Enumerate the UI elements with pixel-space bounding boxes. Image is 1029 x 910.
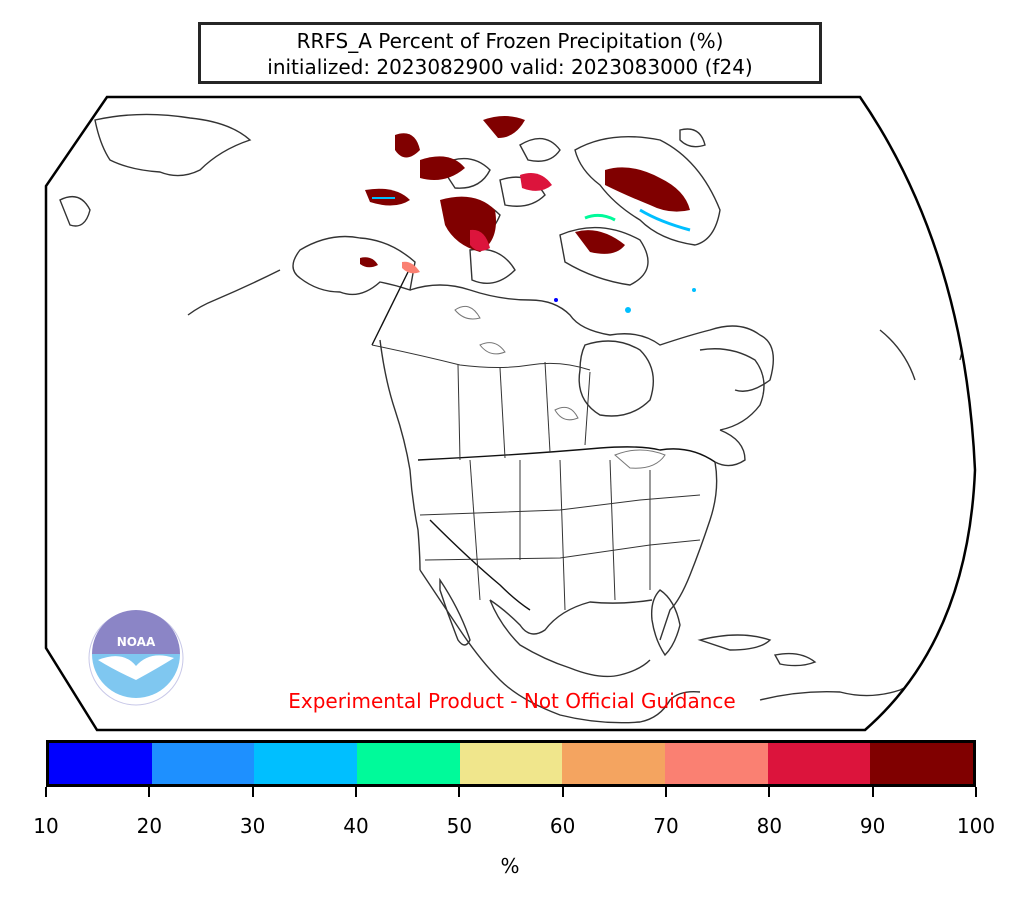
tick-label: 80 [756, 814, 783, 838]
tick-mark [458, 787, 461, 797]
colorbar-ticks: 10 20 30 40 50 60 70 80 90 100 [33, 787, 995, 838]
tick-mark [561, 787, 564, 797]
tick-label: 40 [343, 814, 369, 838]
noaa-logo: NOAA [78, 608, 194, 708]
tick-mark [45, 787, 47, 797]
tick-mark [768, 787, 771, 797]
tick-label: 90 [859, 814, 886, 838]
colorbar-segment [459, 743, 563, 784]
map-frame [44, 95, 977, 732]
tick-label: 50 [446, 814, 473, 838]
disclaimer-text: Experimental Product - Not Official Guid… [288, 689, 736, 713]
tick-label: 70 [653, 814, 679, 838]
colorbar-segment [357, 743, 460, 784]
colorbar-segment [254, 743, 358, 784]
svg-text:NOAA: NOAA [117, 635, 156, 649]
title-line-2: initialized: 2023082900 valid: 202308300… [267, 55, 753, 79]
tick-label: 20 [136, 814, 163, 838]
tick-mark [251, 787, 254, 797]
tick-mark [871, 787, 874, 797]
title-line-1: RRFS_A Percent of Frozen Precipitation (… [296, 29, 724, 53]
country-borders [371, 271, 716, 611]
tick-mark [148, 787, 151, 797]
colorbar-segment [767, 743, 871, 784]
tick-label: 60 [549, 814, 576, 838]
colorbar-segment [562, 743, 666, 784]
tick-label: 10 [33, 814, 59, 838]
frozen-precip-fields [360, 116, 696, 313]
state-province-borders [371, 344, 701, 611]
map-title: RRFS_A Percent of Frozen Precipitation (… [198, 22, 822, 84]
colorbar-segment [665, 743, 768, 784]
colorbar-unit-label: % [500, 854, 520, 878]
tick-mark [665, 787, 667, 797]
tick-label: 30 [239, 814, 266, 838]
coastlines [59, 113, 967, 724]
lakes [454, 305, 666, 469]
colorbar-segment [151, 743, 255, 784]
tick-mark [975, 787, 977, 797]
colorbar-segment [49, 743, 152, 784]
tick-label: 100 [956, 814, 996, 838]
tick-mark [355, 787, 357, 797]
colorbar [46, 740, 976, 787]
colorbar-segment [870, 743, 974, 784]
